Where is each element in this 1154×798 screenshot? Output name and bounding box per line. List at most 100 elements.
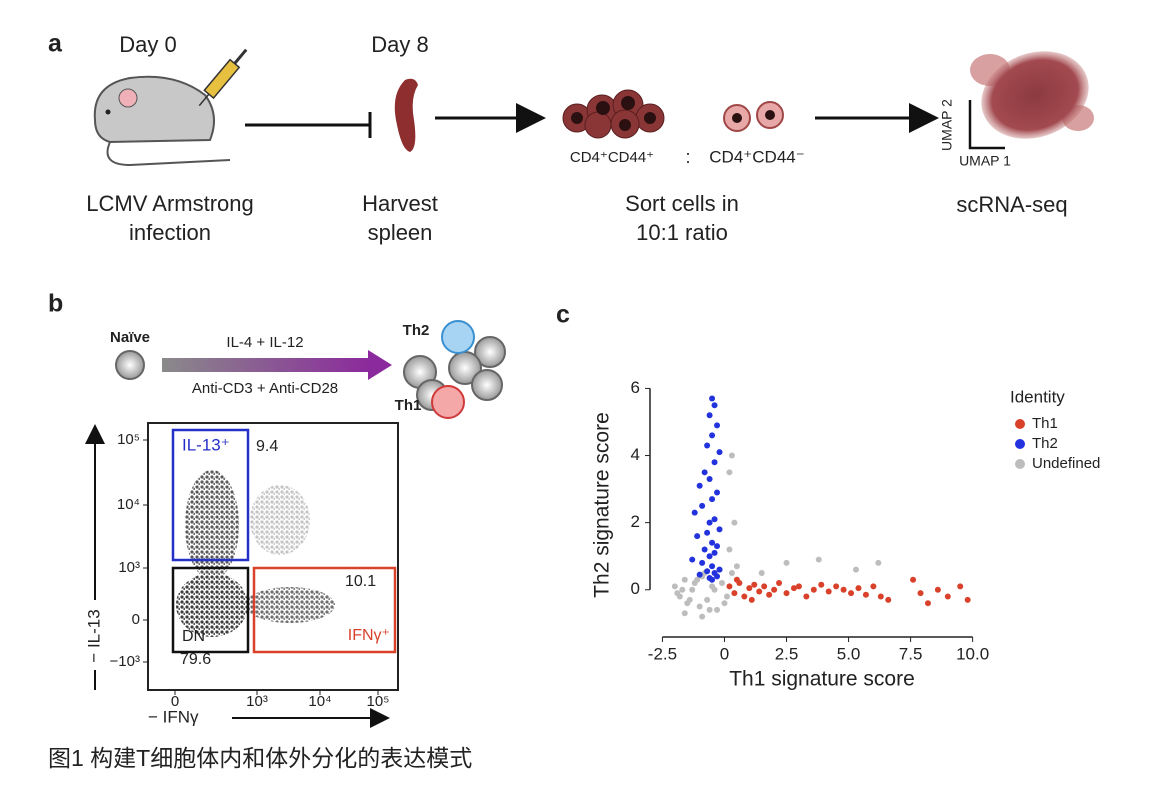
point xyxy=(706,476,713,483)
point xyxy=(711,586,718,593)
point xyxy=(875,559,882,566)
x-tick-label: 5.0 xyxy=(837,644,861,663)
legend-swatch xyxy=(1015,419,1025,429)
point xyxy=(731,519,738,526)
point xyxy=(848,590,855,597)
point xyxy=(721,600,728,607)
point xyxy=(862,591,869,598)
point xyxy=(731,590,738,597)
x-tick-label: 0 xyxy=(171,693,179,710)
panel-label: a xyxy=(48,30,63,58)
x-tick-label: 7.5 xyxy=(899,644,923,663)
y-tick-label: 10⁴ xyxy=(117,496,140,513)
y-tick-label: 4 xyxy=(631,445,640,464)
point xyxy=(709,395,716,402)
legend-label: Th2 xyxy=(1032,435,1058,452)
cell-type: CD4⁺CD44⁻ xyxy=(709,147,804,166)
point xyxy=(694,533,701,540)
point xyxy=(689,586,696,593)
umap-axes xyxy=(968,100,1005,150)
flow-density xyxy=(176,470,335,637)
point xyxy=(783,590,790,597)
step-text: 10:1 ratio xyxy=(636,220,728,245)
umap-illustration xyxy=(970,51,1094,139)
point xyxy=(709,539,716,546)
point xyxy=(714,606,721,613)
point xyxy=(944,593,951,600)
point xyxy=(709,496,716,503)
point xyxy=(681,610,688,617)
point xyxy=(726,469,733,476)
point xyxy=(679,586,686,593)
day-label: Day 0 xyxy=(119,32,176,57)
point xyxy=(696,482,703,489)
naive-cell xyxy=(115,350,145,380)
point xyxy=(671,583,678,590)
point xyxy=(825,588,832,595)
y-tick-label: −10³ xyxy=(110,653,140,670)
point xyxy=(761,583,768,590)
point xyxy=(711,459,718,466)
mouse xyxy=(93,75,231,167)
point xyxy=(818,581,825,588)
point xyxy=(751,581,758,588)
legend-label: Undefined xyxy=(1032,455,1100,472)
legend-label: Th1 xyxy=(1032,415,1058,432)
point xyxy=(771,586,778,593)
point xyxy=(714,489,721,496)
point xyxy=(704,568,711,575)
point xyxy=(714,422,721,429)
ratio-colon: : xyxy=(685,147,690,167)
point xyxy=(766,591,773,598)
scatter-plot: -2.5 0 2.5 5.0 7.5 10.0 0 2 4 6 Th1 signature scor… xyxy=(591,378,1101,691)
x-tick-label: 0 xyxy=(720,644,729,663)
point xyxy=(748,596,755,603)
point xyxy=(726,583,733,590)
point xyxy=(917,590,924,597)
gate xyxy=(171,566,250,654)
point xyxy=(910,576,917,583)
condition: IL-4 + IL-12 xyxy=(226,334,303,351)
point xyxy=(709,432,716,439)
panel-label: c xyxy=(556,301,570,329)
point xyxy=(964,596,971,603)
flow-x-ticks: 0 10³ 10⁴ 10⁵ xyxy=(171,690,390,710)
point xyxy=(733,563,740,570)
point xyxy=(704,442,711,449)
point xyxy=(728,569,735,576)
legend-title: Identity xyxy=(1010,387,1065,406)
point xyxy=(776,580,783,587)
x-axis-label: Th1 signature score xyxy=(729,668,915,691)
flow-frame xyxy=(147,422,399,691)
point xyxy=(709,563,716,570)
y-tick-label: 0 xyxy=(631,579,640,598)
point xyxy=(934,586,941,593)
point xyxy=(691,509,698,516)
x-tick-label: 10⁵ xyxy=(367,693,390,710)
point xyxy=(924,600,931,607)
point xyxy=(957,583,964,590)
point xyxy=(719,580,725,587)
point xyxy=(723,593,730,600)
point xyxy=(711,402,718,409)
cell-label: Naïve xyxy=(110,329,150,346)
caption: 图1 构建T细胞体内和体外分化的表达模式 xyxy=(48,745,472,771)
point xyxy=(701,469,708,476)
point xyxy=(711,516,718,523)
point xyxy=(699,502,706,509)
point xyxy=(701,546,708,553)
point xyxy=(716,566,723,573)
gate xyxy=(252,566,397,654)
point xyxy=(815,556,822,563)
point xyxy=(706,553,713,560)
step-text: Sort cells in xyxy=(625,191,739,216)
point xyxy=(870,583,877,590)
point xyxy=(741,593,748,600)
gate-percent: 9.4 xyxy=(256,438,278,455)
point xyxy=(728,452,735,459)
x-tick-label: 10⁴ xyxy=(308,693,331,710)
point xyxy=(833,583,840,590)
axis-label: UMAP 1 xyxy=(959,153,1011,169)
point xyxy=(840,586,847,593)
point xyxy=(885,596,892,603)
